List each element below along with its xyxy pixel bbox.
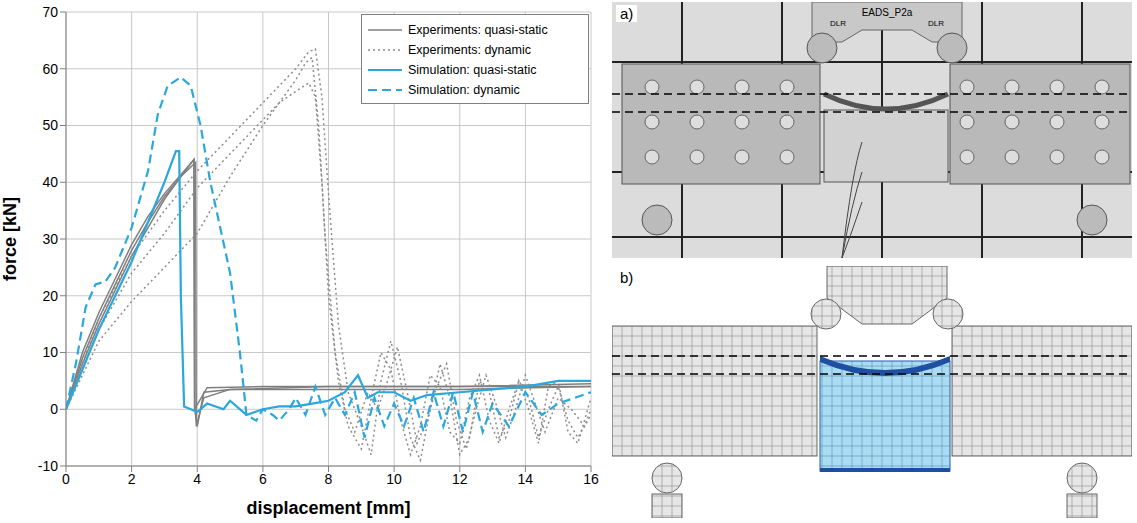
svg-text:6: 6 <box>259 471 267 487</box>
svg-text:16: 16 <box>583 471 599 487</box>
svg-text:30: 30 <box>42 231 58 247</box>
html-text:Simulation: quasi-static: Simulation: quasi-static <box>408 63 537 77</box>
svg-text:EADS_P2a: EADS_P2a <box>862 7 913 18</box>
svg-text:60: 60 <box>42 61 58 77</box>
svg-text:40: 40 <box>42 174 58 190</box>
svg-text:12: 12 <box>452 471 468 487</box>
html-text:Experiments: dynamic: Experiments: dynamic <box>408 43 531 57</box>
svg-text:4: 4 <box>193 471 201 487</box>
svg-text:DLR: DLR <box>830 19 846 28</box>
html-text:b): b) <box>620 269 634 286</box>
html-text:Simulation: dynamic: Simulation: dynamic <box>408 83 520 97</box>
svg-text:10: 10 <box>42 344 58 360</box>
svg-text:0: 0 <box>50 401 58 417</box>
svg-text:10: 10 <box>386 471 402 487</box>
svg-text:displacement [mm]: displacement [mm] <box>246 498 410 518</box>
html-text:Experiments: quasi-static: Experiments: quasi-static <box>408 23 548 37</box>
svg-text:-10: -10 <box>38 458 58 474</box>
svg-text:14: 14 <box>518 471 534 487</box>
svg-text:20: 20 <box>42 288 58 304</box>
svg-text:8: 8 <box>325 471 333 487</box>
html-text:a): a) <box>620 5 634 22</box>
svg-text:0: 0 <box>62 471 70 487</box>
svg-text:force [kN]: force [kN] <box>0 197 20 281</box>
svg-text:50: 50 <box>42 117 58 133</box>
svg-text:70: 70 <box>42 4 58 20</box>
svg-text:DLR: DLR <box>928 19 944 28</box>
svg-text:2: 2 <box>128 471 136 487</box>
